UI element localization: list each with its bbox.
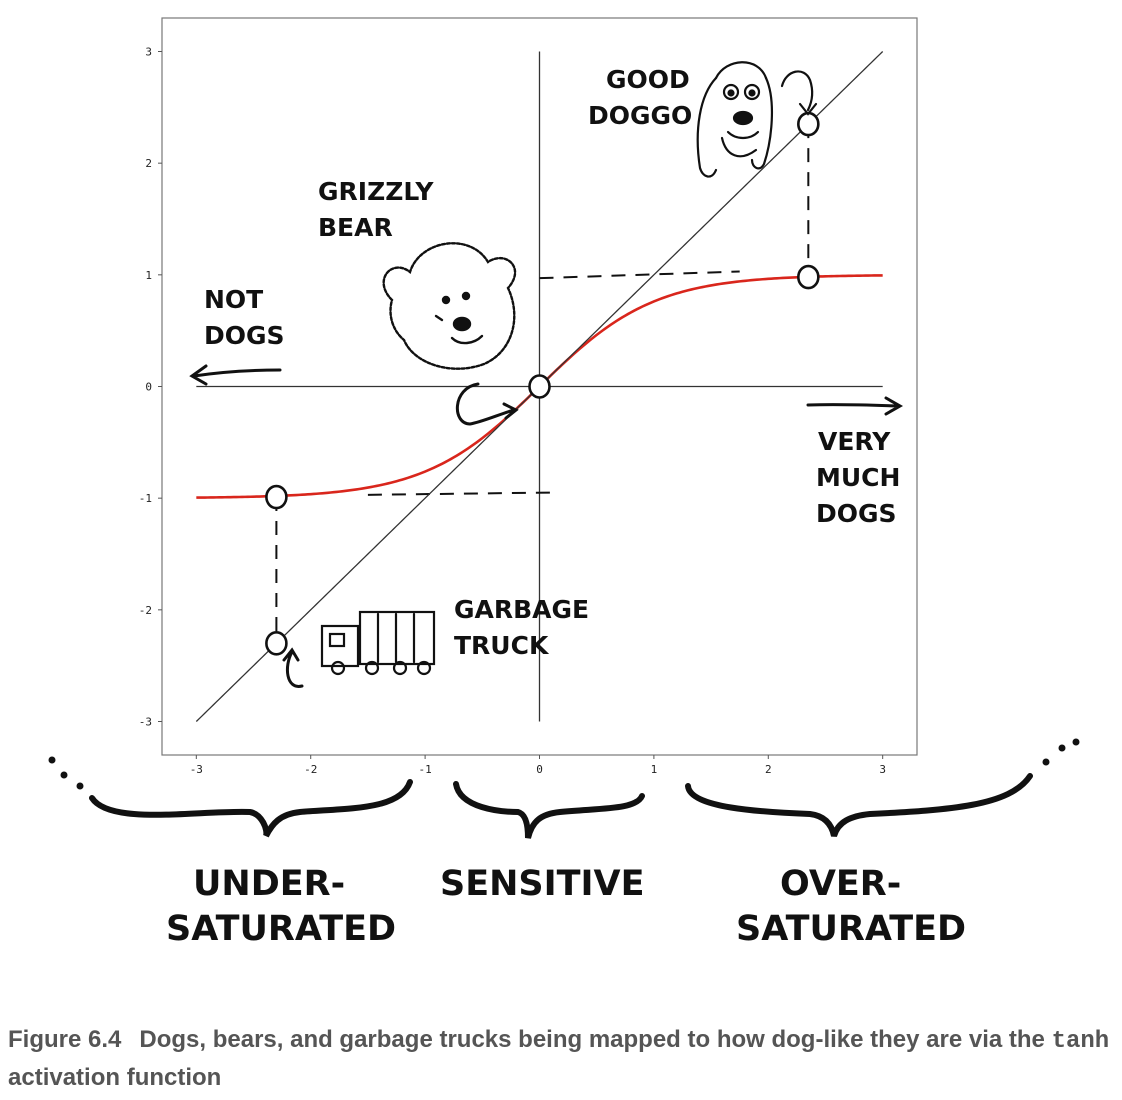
data-point <box>265 631 288 656</box>
label-not: NOT <box>204 285 263 314</box>
region-saturated-right: SATURATED <box>736 909 966 949</box>
x-tick-label: 3 <box>879 763 886 776</box>
data-point <box>797 111 820 137</box>
label-much: MUCH <box>816 463 900 492</box>
truck-icon <box>320 610 436 676</box>
figure-number: Figure 6.4 <box>8 1026 122 1053</box>
label-grizzly: GRIZZLY <box>318 177 434 206</box>
x-tick-label: -3 <box>190 763 203 776</box>
arrow-bear-to-origin <box>455 382 519 426</box>
arrow-truck-up <box>282 647 304 688</box>
y-tick-label: -2 <box>139 604 152 617</box>
caption-code: tanh <box>1051 1028 1110 1055</box>
caption-text: Dogs, bears, and garbage trucks being ma… <box>139 1026 1052 1053</box>
x-tick-label: -2 <box>304 763 317 776</box>
data-point <box>265 484 288 510</box>
label-dogs-right: DOGS <box>816 499 897 528</box>
y-tick-label: -1 <box>139 492 152 505</box>
arrow-very-much-dogs <box>806 396 904 416</box>
x-tick-label: 0 <box>536 763 543 776</box>
tanh-chart: -3 -2 -1 0 1 2 3 -3 -2 -1 0 1 2 3 <box>48 17 1080 949</box>
label-good: GOOD <box>606 65 690 94</box>
dog-icon <box>696 61 818 178</box>
y-tick-label: 3 <box>145 46 152 59</box>
region-over: OVER- <box>780 864 901 904</box>
region-saturated-left: SATURATED <box>166 909 396 949</box>
region-sensitive: SENSITIVE <box>440 864 645 904</box>
guide-lower-horizontal <box>367 491 551 496</box>
caption-text-end: activation function <box>8 1064 222 1091</box>
y-tick-label: -3 <box>139 716 152 729</box>
ellipsis-dots <box>48 738 1080 790</box>
y-tick-label: 0 <box>145 381 152 394</box>
data-point <box>528 374 551 399</box>
arrow-not-dogs <box>189 364 282 386</box>
label-doggo: DOGGO <box>588 101 692 130</box>
guide-upper-horizontal <box>539 270 740 280</box>
bear-icon <box>382 242 517 370</box>
y-tick-label: 2 <box>145 157 152 170</box>
label-truck: TRUCK <box>454 631 550 660</box>
x-tick-label: -1 <box>418 763 431 776</box>
label-bear: BEAR <box>318 213 393 242</box>
hand-arrows <box>189 364 904 688</box>
x-tick-label: 1 <box>651 763 658 776</box>
region-under: UNDER- <box>193 864 345 904</box>
bottom-braces <box>89 773 1033 839</box>
data-point <box>797 264 820 290</box>
x-tick-label: 2 <box>765 763 772 776</box>
label-dogs-left: DOGS <box>204 321 285 350</box>
label-garbage: GARBAGE <box>454 595 589 624</box>
label-very: VERY <box>818 427 891 456</box>
y-tick-label: 1 <box>145 269 152 282</box>
figure-caption: Figure 6.4 Dogs, bears, and garbage truck… <box>8 1022 1114 1096</box>
